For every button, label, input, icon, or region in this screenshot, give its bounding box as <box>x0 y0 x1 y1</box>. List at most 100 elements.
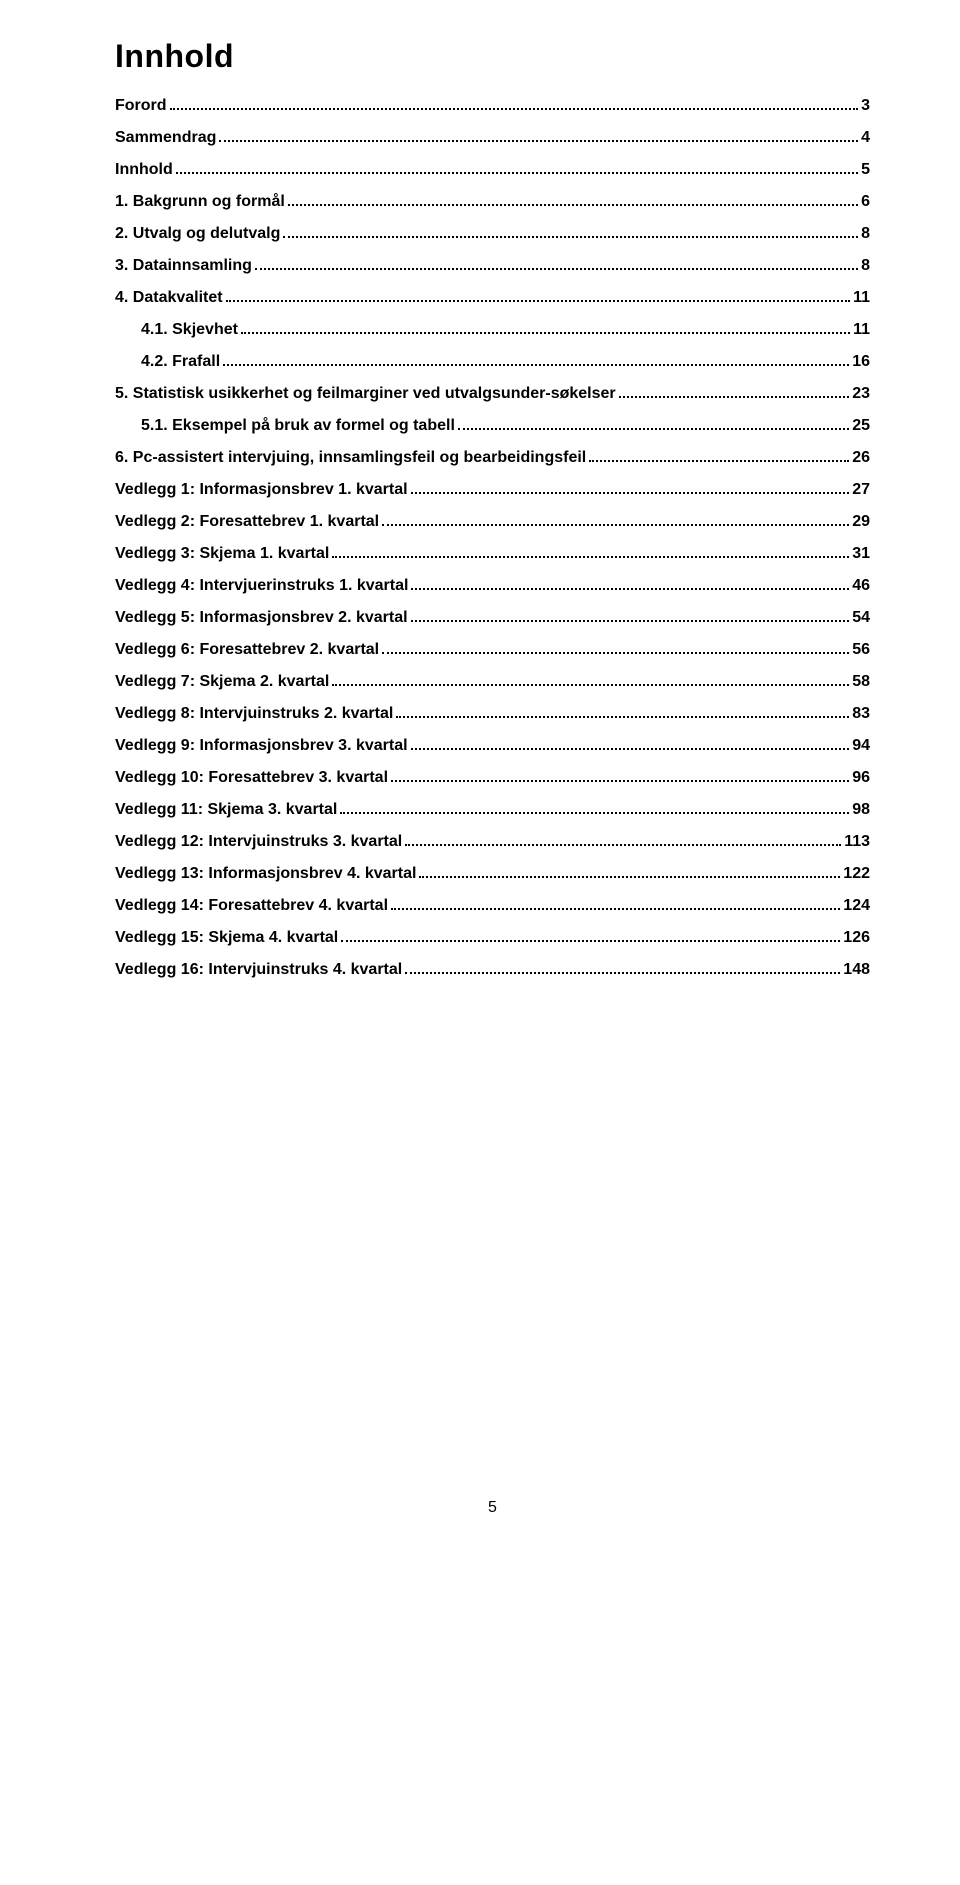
toc-entry[interactable]: Forord 3 <box>115 97 870 115</box>
toc-entry-label: Vedlegg 15: Skjema 4. kvartal <box>115 929 338 947</box>
toc-entry-label: Vedlegg 2: Foresattebrev 1. kvartal <box>115 513 379 531</box>
toc-entry[interactable]: Vedlegg 15: Skjema 4. kvartal 126 <box>115 929 870 947</box>
toc-leader-dots <box>458 428 849 430</box>
toc-entry[interactable]: Vedlegg 16: Intervjuinstruks 4. kvartal1… <box>115 961 870 979</box>
toc-entry-page: 11 <box>853 321 870 339</box>
toc-leader-dots <box>332 684 849 686</box>
toc-leader-dots <box>391 780 849 782</box>
toc-entry-page: 94 <box>852 737 870 755</box>
toc-entry[interactable]: 4.1. Skjevhet 11 <box>115 321 870 339</box>
toc-leader-dots <box>411 748 850 750</box>
toc-entry[interactable]: 2. Utvalg og delutvalg 8 <box>115 225 870 243</box>
toc-leader-dots <box>405 972 840 974</box>
toc-entry-page: 54 <box>852 609 870 627</box>
toc-entry[interactable]: Vedlegg 7: Skjema 2. kvartal 58 <box>115 673 870 691</box>
toc-entry[interactable]: 5. Statistisk usikkerhet og feilmarginer… <box>115 385 870 403</box>
toc-entry-label: 4.2. Frafall <box>141 353 220 371</box>
toc-entry-label: Vedlegg 7: Skjema 2. kvartal <box>115 673 329 691</box>
toc-entry-page: 3 <box>861 97 870 115</box>
toc-entry[interactable]: Vedlegg 11: Skjema 3. kvartal 98 <box>115 801 870 819</box>
toc-entry-label: Innhold <box>115 161 173 179</box>
toc-leader-dots <box>255 268 858 270</box>
toc-entry[interactable]: Vedlegg 1: Informasjonsbrev 1. kvartal27 <box>115 481 870 499</box>
toc-entry-label: 5.1. Eksempel på bruk av formel og tabel… <box>141 417 455 435</box>
toc-entry-page: 58 <box>852 673 870 691</box>
toc-entry-page: 8 <box>861 225 870 243</box>
toc-entry[interactable]: Vedlegg 9: Informasjonsbrev 3. kvartal94 <box>115 737 870 755</box>
toc-entry-label: 3. Datainnsamling <box>115 257 252 275</box>
toc-entry-page: 126 <box>843 929 870 947</box>
toc-entry[interactable]: Vedlegg 3: Skjema 1. kvartal 31 <box>115 545 870 563</box>
toc-leader-dots <box>288 204 858 206</box>
toc-entry[interactable]: Sammendrag 4 <box>115 129 870 147</box>
toc-leader-dots <box>332 556 849 558</box>
toc-leader-dots <box>226 300 850 302</box>
toc-entry[interactable]: 4. Datakvalitet 11 <box>115 289 870 307</box>
toc-entry[interactable]: 6. Pc-assistert intervjuing, innsamlings… <box>115 449 870 467</box>
toc-entry-label: 4.1. Skjevhet <box>141 321 238 339</box>
toc-entry-label: 4. Datakvalitet <box>115 289 223 307</box>
toc-entry-label: Vedlegg 1: Informasjonsbrev 1. kvartal <box>115 481 408 499</box>
toc-leader-dots <box>411 620 850 622</box>
toc-entry-page: 25 <box>852 417 870 435</box>
page-number: 5 <box>115 1499 870 1557</box>
toc-entry-page: 113 <box>844 833 870 851</box>
toc-entry[interactable]: Vedlegg 6: Foresattebrev 2. kvartal56 <box>115 641 870 659</box>
toc-leader-dots <box>219 140 858 142</box>
toc-entry[interactable]: 3. Datainnsamling 8 <box>115 257 870 275</box>
toc-entry[interactable]: 4.2. Frafall 16 <box>115 353 870 371</box>
toc-entry-label: Vedlegg 14: Foresattebrev 4. kvartal <box>115 897 388 915</box>
toc-entry-page: 5 <box>861 161 870 179</box>
toc-entry-label: Vedlegg 12: Intervjuinstruks 3. kvartal <box>115 833 402 851</box>
toc-entry-label: Forord <box>115 97 167 115</box>
toc-leader-dots <box>396 716 849 718</box>
toc-entry-label: Vedlegg 5: Informasjonsbrev 2. kvartal <box>115 609 408 627</box>
toc-entry-page: 6 <box>861 193 870 211</box>
toc-leader-dots <box>340 812 849 814</box>
toc-entry-page: 124 <box>843 897 870 915</box>
toc-entry-label: Vedlegg 4: Intervjuerinstruks 1. kvartal <box>115 577 408 595</box>
toc-entry[interactable]: 5.1. Eksempel på bruk av formel og tabel… <box>115 417 870 435</box>
toc-entry-page: 98 <box>852 801 870 819</box>
toc-leader-dots <box>589 460 849 462</box>
toc-entry[interactable]: Vedlegg 5: Informasjonsbrev 2. kvartal 54 <box>115 609 870 627</box>
toc-entry-label: Vedlegg 3: Skjema 1. kvartal <box>115 545 329 563</box>
toc-entry-label: Vedlegg 6: Foresattebrev 2. kvartal <box>115 641 379 659</box>
toc-entry[interactable]: Vedlegg 10: Foresattebrev 3. kvartal96 <box>115 769 870 787</box>
toc-entry-page: 46 <box>852 577 870 595</box>
toc-entry[interactable]: Vedlegg 8: Intervjuinstruks 2. kvartal83 <box>115 705 870 723</box>
table-of-contents: Forord 3 Sammendrag 4 Innhold 5 1. Bakgrunn og… <box>115 97 870 979</box>
toc-entry-page: 26 <box>852 449 870 467</box>
toc-entry-page: 11 <box>853 289 870 307</box>
toc-entry[interactable]: Vedlegg 2: Foresattebrev 1. kvartal29 <box>115 513 870 531</box>
toc-leader-dots <box>405 844 841 846</box>
toc-leader-dots <box>619 396 850 398</box>
toc-leader-dots <box>223 364 849 366</box>
page-title: Innhold <box>115 38 870 75</box>
toc-leader-dots <box>382 524 849 526</box>
toc-entry[interactable]: 1. Bakgrunn og formål 6 <box>115 193 870 211</box>
toc-entry[interactable]: Vedlegg 14: Foresattebrev 4. kvartal 124 <box>115 897 870 915</box>
toc-entry-page: 31 <box>852 545 870 563</box>
toc-leader-dots <box>341 940 840 942</box>
toc-entry[interactable]: Vedlegg 13: Informasjonsbrev 4. kvartal1… <box>115 865 870 883</box>
toc-entry-page: 4 <box>861 129 870 147</box>
toc-entry[interactable]: Vedlegg 4: Intervjuerinstruks 1. kvartal… <box>115 577 870 595</box>
toc-entry[interactable]: Innhold 5 <box>115 161 870 179</box>
toc-entry-label: Vedlegg 10: Foresattebrev 3. kvartal <box>115 769 388 787</box>
toc-entry[interactable]: Vedlegg 12: Intervjuinstruks 3. kvartal 1… <box>115 833 870 851</box>
toc-entry-page: 23 <box>852 385 870 403</box>
toc-leader-dots <box>391 908 840 910</box>
toc-entry-label: 5. Statistisk usikkerhet og feilmarginer… <box>115 385 616 403</box>
toc-entry-label: 6. Pc-assistert intervjuing, innsamlings… <box>115 449 586 467</box>
toc-leader-dots <box>419 876 840 878</box>
toc-entry-label: Vedlegg 11: Skjema 3. kvartal <box>115 801 337 819</box>
toc-entry-page: 16 <box>852 353 870 371</box>
toc-entry-label: 2. Utvalg og delutvalg <box>115 225 280 243</box>
toc-entry-page: 8 <box>861 257 870 275</box>
toc-entry-label: Sammendrag <box>115 129 216 147</box>
toc-leader-dots <box>283 236 858 238</box>
toc-entry-label: 1. Bakgrunn og formål <box>115 193 285 211</box>
toc-entry-label: Vedlegg 13: Informasjonsbrev 4. kvartal <box>115 865 416 883</box>
toc-leader-dots <box>170 108 859 110</box>
